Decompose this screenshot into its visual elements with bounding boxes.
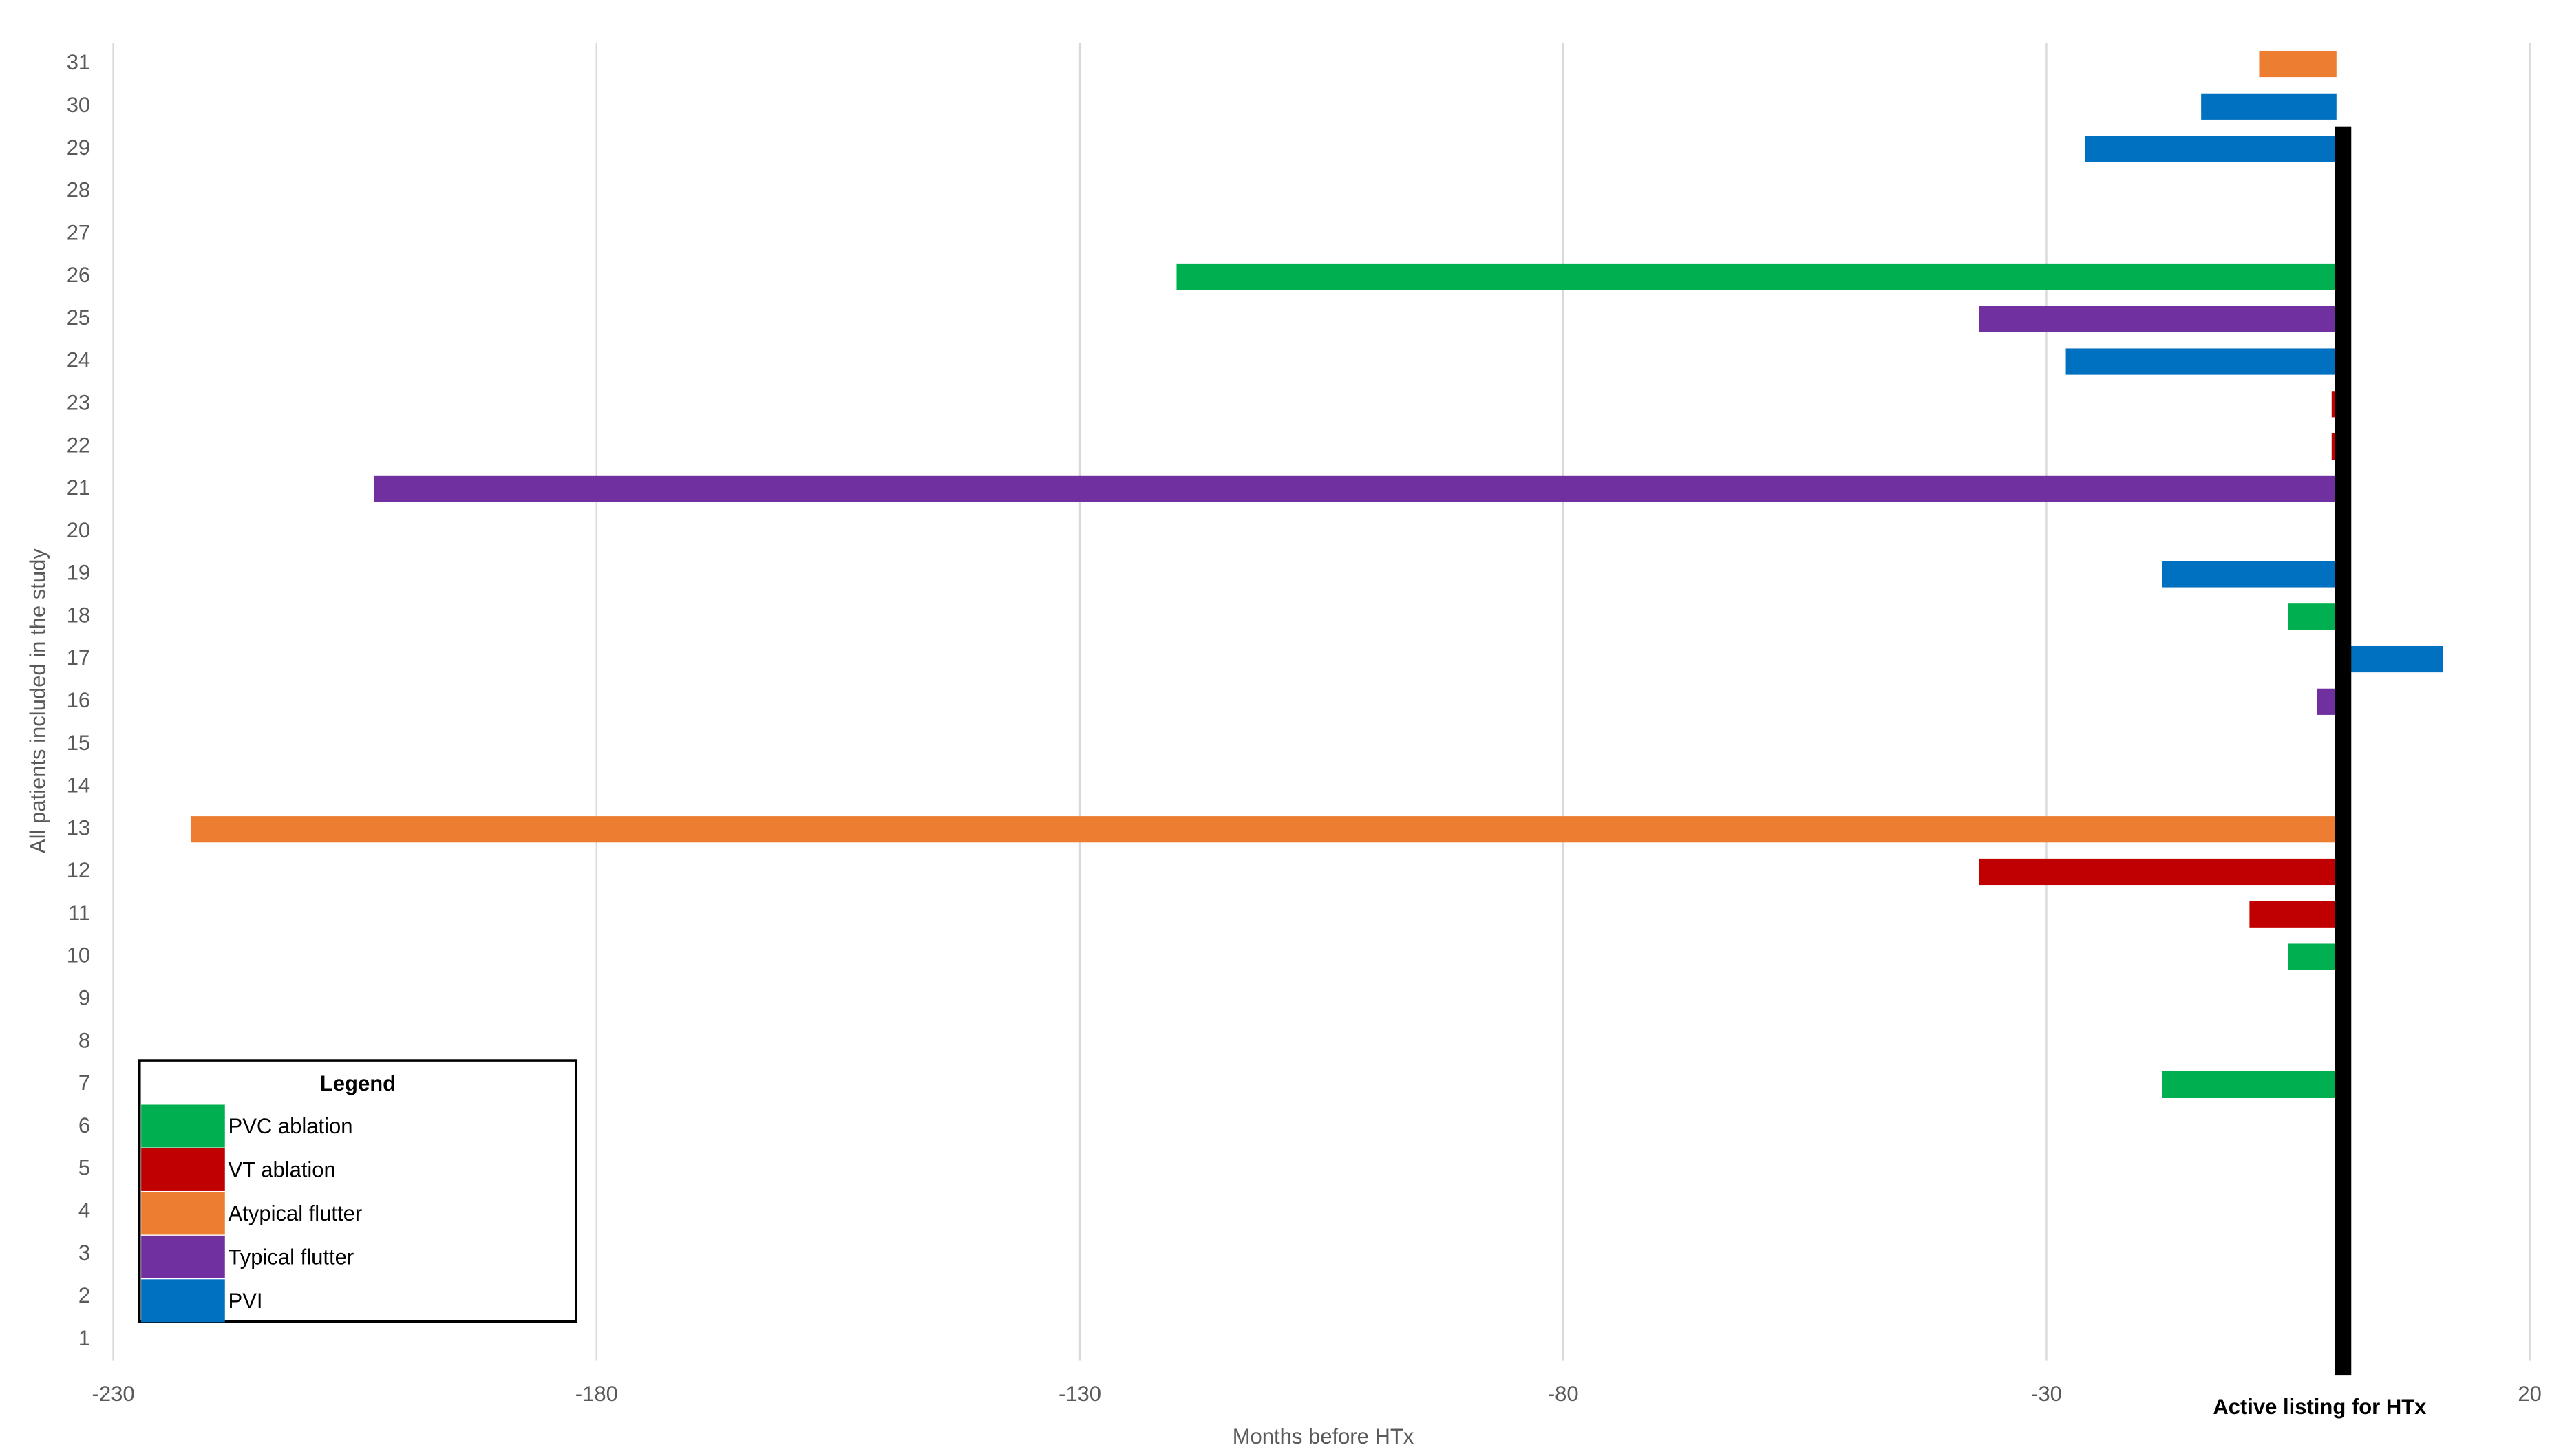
- bar: [2317, 688, 2337, 715]
- x-tick-label: -130: [1059, 1382, 1101, 1406]
- y-tick-label: 6: [78, 1113, 90, 1137]
- y-tick-label: 31: [67, 50, 90, 74]
- bar: [2336, 645, 2443, 673]
- y-tick-label: 21: [67, 475, 90, 500]
- legend-label: PVC ablation: [229, 1114, 353, 1138]
- bar: [2162, 561, 2337, 588]
- bar: [2249, 901, 2337, 928]
- y-tick-label: 28: [67, 178, 90, 202]
- legend-label: VT ablation: [229, 1158, 336, 1182]
- legend-title: Legend: [320, 1071, 396, 1095]
- y-tick-label: 23: [67, 391, 90, 415]
- x-tick-label: -80: [1548, 1382, 1579, 1406]
- y-tick-label: 19: [67, 561, 90, 585]
- reference-label: Active listing for HTx: [2213, 1395, 2427, 1419]
- legend-swatch: [141, 1235, 225, 1278]
- y-tick-label: 17: [67, 645, 90, 670]
- legend-label: Atypical flutter: [229, 1201, 363, 1225]
- y-tick-label: 9: [78, 986, 90, 1010]
- x-tick-label: 20: [2518, 1382, 2541, 1406]
- y-tick-label: 16: [67, 688, 90, 712]
- reference-line: [2335, 126, 2352, 1376]
- legend-label: PVI: [229, 1289, 263, 1313]
- bar: [2331, 433, 2337, 460]
- bar: [374, 475, 2337, 502]
- bar: [2288, 943, 2337, 970]
- bar: [1176, 263, 2337, 290]
- bar: [2288, 603, 2337, 630]
- legend-swatch: [141, 1104, 225, 1148]
- y-axis-label: All patients included in the study: [25, 548, 50, 853]
- legend-label: Typical flutter: [229, 1245, 354, 1269]
- bar: [2065, 348, 2337, 375]
- legend-swatch: [141, 1279, 225, 1323]
- y-tick-label: 20: [67, 518, 90, 542]
- y-tick-label: 25: [67, 306, 90, 330]
- x-tick-label: -230: [92, 1382, 135, 1406]
- y-tick-label: 7: [78, 1071, 90, 1095]
- x-tick-label: -180: [575, 1382, 618, 1406]
- y-tick-label: 3: [78, 1241, 90, 1265]
- y-tick-label: 30: [67, 93, 90, 117]
- y-tick-label: 1: [78, 1326, 90, 1350]
- y-tick-label: 14: [67, 773, 90, 797]
- y-tick-label: 8: [78, 1028, 90, 1052]
- y-tick-label: 24: [67, 348, 90, 372]
- y-tick-label: 11: [68, 901, 90, 925]
- legend-swatch: [141, 1148, 225, 1191]
- bar: [2331, 391, 2337, 418]
- y-tick-label: 15: [67, 731, 90, 755]
- y-tick-label: 4: [78, 1198, 90, 1222]
- bar: [2259, 50, 2337, 78]
- y-tick-label: 13: [67, 815, 90, 839]
- bar: [1979, 306, 2337, 332]
- bar: [2201, 93, 2337, 120]
- bar: [1979, 858, 2337, 886]
- y-tick-label: 27: [67, 220, 90, 244]
- y-tick-label: 18: [67, 603, 90, 627]
- y-tick-label: 29: [67, 136, 90, 160]
- y-tick-label: 22: [67, 433, 90, 457]
- x-axis-label: Months before HTx: [1233, 1424, 1414, 1448]
- bar: [2085, 136, 2337, 162]
- legend: Legend PVC ablation VT ablation Atypical fl…: [138, 1059, 578, 1323]
- bar: [2162, 1071, 2337, 1098]
- y-tick-label: 2: [78, 1283, 90, 1307]
- bar: [190, 816, 2337, 843]
- x-tick-label: -30: [2031, 1382, 2062, 1406]
- y-tick-label: 12: [67, 858, 90, 882]
- y-tick-label: 5: [78, 1156, 90, 1180]
- y-tick-label: 26: [67, 263, 90, 287]
- legend-swatch: [141, 1192, 225, 1235]
- y-tick-label: 10: [67, 943, 90, 967]
